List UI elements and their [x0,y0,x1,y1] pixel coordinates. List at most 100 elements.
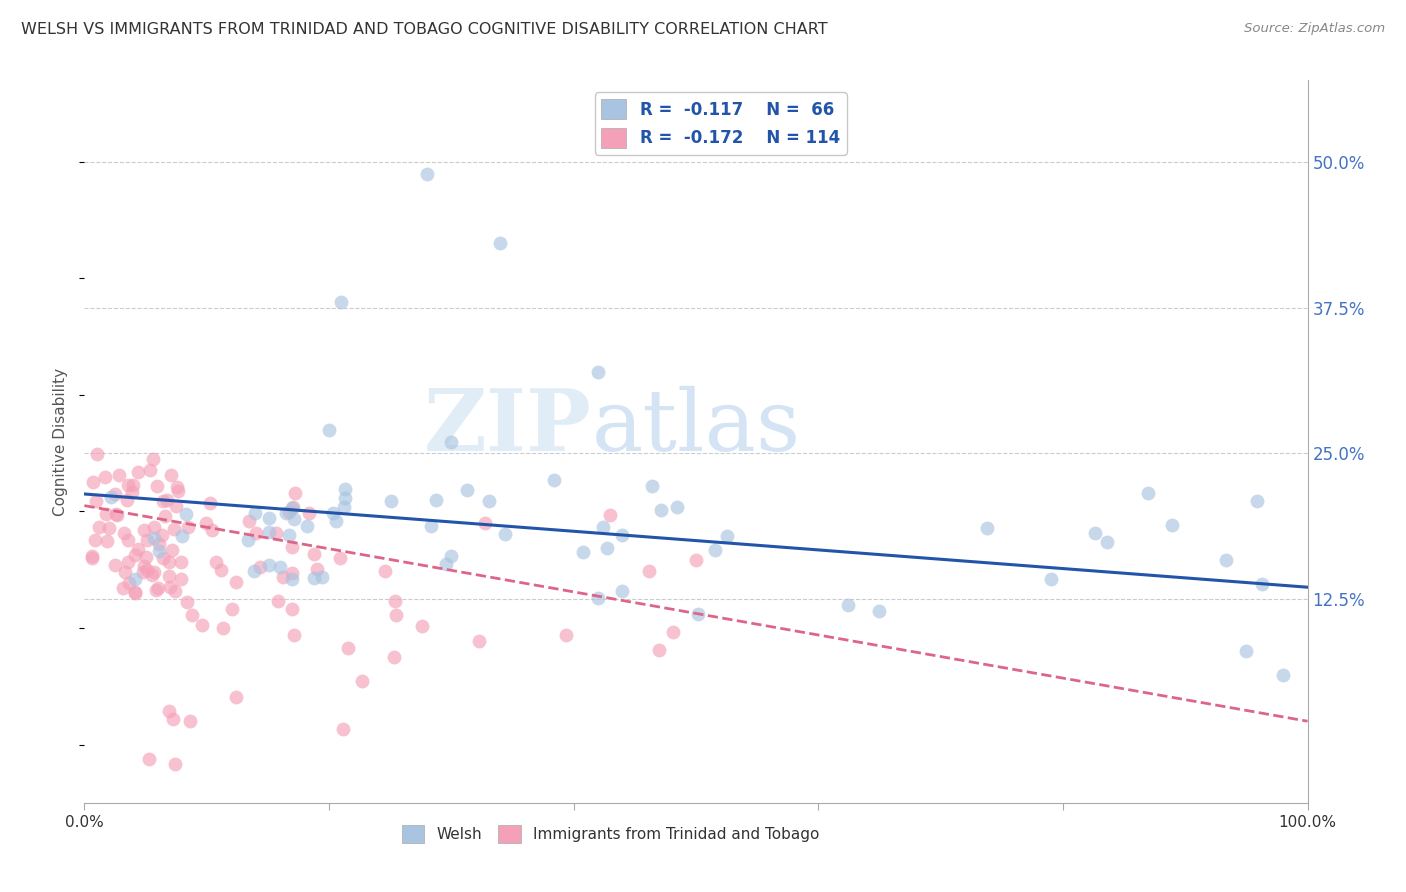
Point [159,580,181,594]
Point [703,543,725,558]
Y-axis label: Cognitive Disability: Cognitive Disability [53,368,69,516]
Point [150,528,173,542]
Point [837,599,859,613]
Point [156,493,179,508]
Point [143,565,166,579]
Point [599,508,621,523]
Point [1137,486,1160,500]
Point [332,722,354,736]
Point [179,714,201,728]
Point [82,551,104,566]
Point [685,552,707,566]
Point [281,572,304,586]
Point [152,493,174,508]
Point [543,473,565,487]
Point [333,500,356,514]
Point [94,469,117,483]
Point [176,594,198,608]
Point [242,564,264,578]
Point [174,508,197,522]
Point [212,621,235,635]
Point [420,519,443,533]
Point [1246,494,1268,508]
Point [249,560,271,574]
Point [198,496,221,510]
Point [325,515,347,529]
Point [114,565,136,579]
Point [257,511,280,525]
Point [1097,534,1119,549]
Point [243,507,266,521]
Point [191,618,214,632]
Point [283,512,305,526]
Point [1215,552,1237,566]
Text: Source: ZipAtlas.com: Source: ZipAtlas.com [1244,22,1385,36]
Text: atlas: atlas [592,385,801,468]
Point [425,492,447,507]
Point [586,591,609,605]
Point [117,555,139,569]
Point [281,500,304,515]
Point [333,482,356,496]
Point [124,548,146,562]
Point [440,434,463,449]
Point [100,490,122,504]
Point [269,559,291,574]
Point [384,593,406,607]
Point [1250,577,1272,591]
Point [181,607,204,622]
Point [1161,518,1184,533]
Point [302,547,325,561]
Point [592,520,614,534]
Point [86,493,108,508]
Text: WELSH VS IMMIGRANTS FROM TRINIDAD AND TOBAGO COGNITIVE DISABILITY CORRELATION CH: WELSH VS IMMIGRANTS FROM TRINIDAD AND TO… [21,22,828,37]
Point [201,523,224,537]
Point [97,521,120,535]
Point [152,551,174,566]
Point [86,447,108,461]
Point [122,477,145,491]
Point [177,520,200,534]
Point [153,509,176,524]
Point [610,528,633,542]
Legend: Welsh, Immigrants from Trinidad and Tobago: Welsh, Immigrants from Trinidad and Toba… [395,819,825,849]
Point [124,586,146,600]
Point [468,634,491,648]
Point [311,569,333,583]
Point [281,602,304,616]
Point [170,555,193,569]
Point [478,494,501,508]
Point [333,491,356,505]
Point [257,558,280,573]
Point [284,486,307,500]
Point [236,533,259,548]
Point [146,581,169,595]
Point [350,673,373,688]
Point [586,365,609,379]
Point [716,529,738,543]
Point [456,483,478,497]
Point [157,705,180,719]
Point [204,555,226,569]
Point [1236,644,1258,658]
Point [295,518,318,533]
Point [162,712,184,726]
Point [596,541,619,556]
Point [165,583,187,598]
Point [329,551,352,566]
Point [163,522,186,536]
Point [1084,526,1107,541]
Point [1272,667,1295,681]
Point [146,479,169,493]
Point [84,533,107,547]
Point [302,571,325,585]
Point [139,462,162,476]
Point [127,465,149,479]
Point [105,508,128,523]
Point [148,537,170,551]
Point [434,558,457,572]
Point [145,582,167,597]
Point [298,506,321,520]
Point [440,549,463,564]
Point [160,468,183,483]
